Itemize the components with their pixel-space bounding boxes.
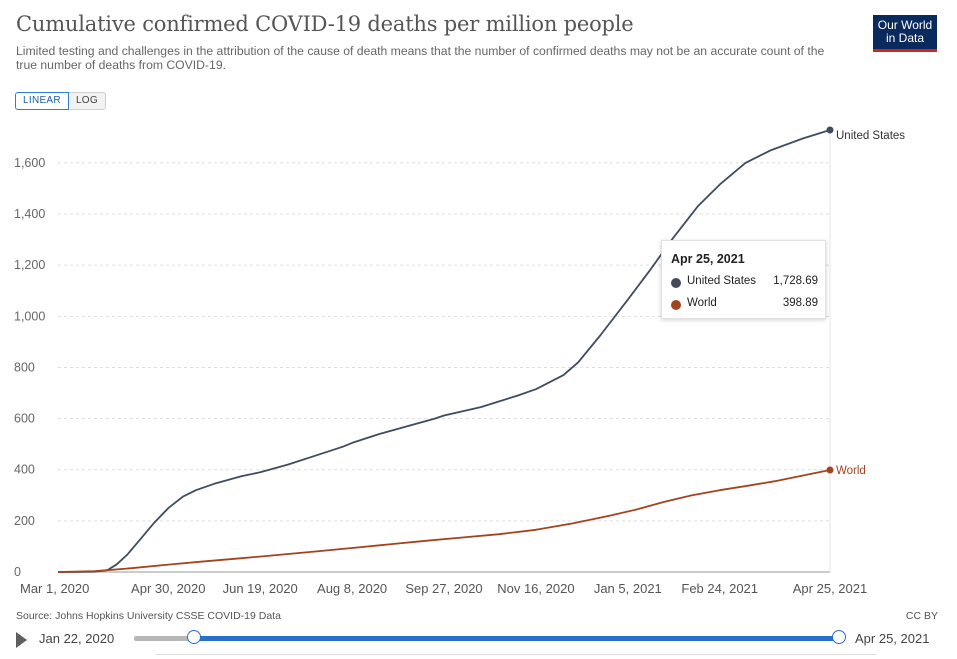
series-line-world[interactable] — [57, 469, 831, 573]
y-tick-label: 600 — [14, 412, 35, 426]
license-link[interactable]: CC BY — [905, 610, 938, 622]
x-tick-label: Apr 30, 2020 — [131, 581, 205, 596]
tooltip-dot-united-states — [671, 278, 681, 288]
tooltip-dot-world — [671, 300, 681, 310]
tooltip-row-world: World 398.89 — [671, 297, 818, 313]
y-tick-label: 200 — [14, 514, 35, 528]
x-axis: Mar 1, 2020 Apr 30, 2020 Jun 19, 2020 Aug 8… — [20, 581, 867, 596]
tooltip-series-value: 1,728.69 — [773, 275, 818, 287]
y-tick-label: 0 — [14, 565, 21, 579]
timeline-track-selected[interactable] — [194, 636, 839, 641]
timeline-end-label: Apr 25, 2021 — [855, 631, 930, 646]
tooltip-row-united-states: United States 1,728.69 — [671, 275, 818, 291]
series-label-united-states[interactable]: United States — [836, 130, 905, 142]
y-tick-label: 1,600 — [14, 156, 45, 170]
x-tick-label: Jun 19, 2020 — [223, 581, 298, 596]
y-tick-label: 1,200 — [14, 258, 45, 272]
tooltip-series-value: 398.89 — [782, 297, 818, 309]
series-label-world[interactable]: World — [836, 465, 866, 477]
x-tick-label: Aug 8, 2020 — [317, 581, 387, 596]
x-tick-label: Sep 27, 2020 — [405, 581, 482, 596]
tooltip-date: Apr 25, 2021 — [671, 252, 745, 266]
timeline-track-unselected[interactable] — [134, 636, 196, 641]
x-tick-label: Mar 1, 2020 — [20, 581, 89, 596]
series-endpoint-united-states[interactable] — [826, 126, 834, 134]
scale-toggle: LINEAR LOG — [15, 92, 106, 110]
logo-line-1: Our World — [877, 18, 933, 32]
series-lines — [57, 126, 834, 573]
y-tick-label: 1,400 — [14, 207, 45, 221]
logo-line-2: in Data — [885, 31, 925, 45]
y-axis: 0 200 400 600 800 1,000 1,200 1,400 1,600 — [14, 156, 45, 579]
tooltip-series-name: United States — [687, 275, 757, 287]
x-tick-label: Jan 5, 2021 — [594, 581, 662, 596]
timeline-end-handle[interactable] — [832, 630, 846, 644]
y-tick-label: 1,000 — [14, 309, 45, 323]
x-tick-label: Nov 16, 2020 — [497, 581, 574, 596]
owid-logo[interactable]: Our World in Data — [873, 15, 937, 52]
chart-title: Cumulative confirmed COVID-19 deaths per… — [16, 12, 634, 36]
series-endpoint-world[interactable] — [826, 466, 834, 474]
chart-subtitle: Limited testing and challenges in the at… — [16, 44, 825, 72]
play-icon[interactable] — [16, 632, 27, 648]
y-tick-label: 800 — [14, 360, 35, 374]
timeline-start-label: Jan 22, 2020 — [39, 631, 115, 646]
divider — [156, 654, 876, 659]
log-scale-button[interactable]: LOG — [68, 92, 106, 110]
tooltip-series-name: World — [687, 297, 717, 309]
linear-scale-button[interactable]: LINEAR — [15, 92, 69, 110]
series-line-united-states[interactable] — [58, 129, 831, 573]
chart-grid — [58, 162, 830, 573]
x-tick-label: Feb 24, 2021 — [681, 581, 758, 596]
timeline-start-handle[interactable] — [187, 630, 201, 644]
y-tick-label: 400 — [14, 463, 35, 477]
timeline-slider: Jan 22, 2020 Apr 25, 2021 — [0, 628, 957, 650]
x-tick-label: Apr 25, 2021 — [793, 581, 867, 596]
source-note: Source: Johns Hopkins University CSSE CO… — [16, 610, 281, 622]
tooltip: Apr 25, 2021 United States 1,728.69 Worl… — [661, 240, 826, 319]
series-labels: United States World — [836, 130, 905, 477]
